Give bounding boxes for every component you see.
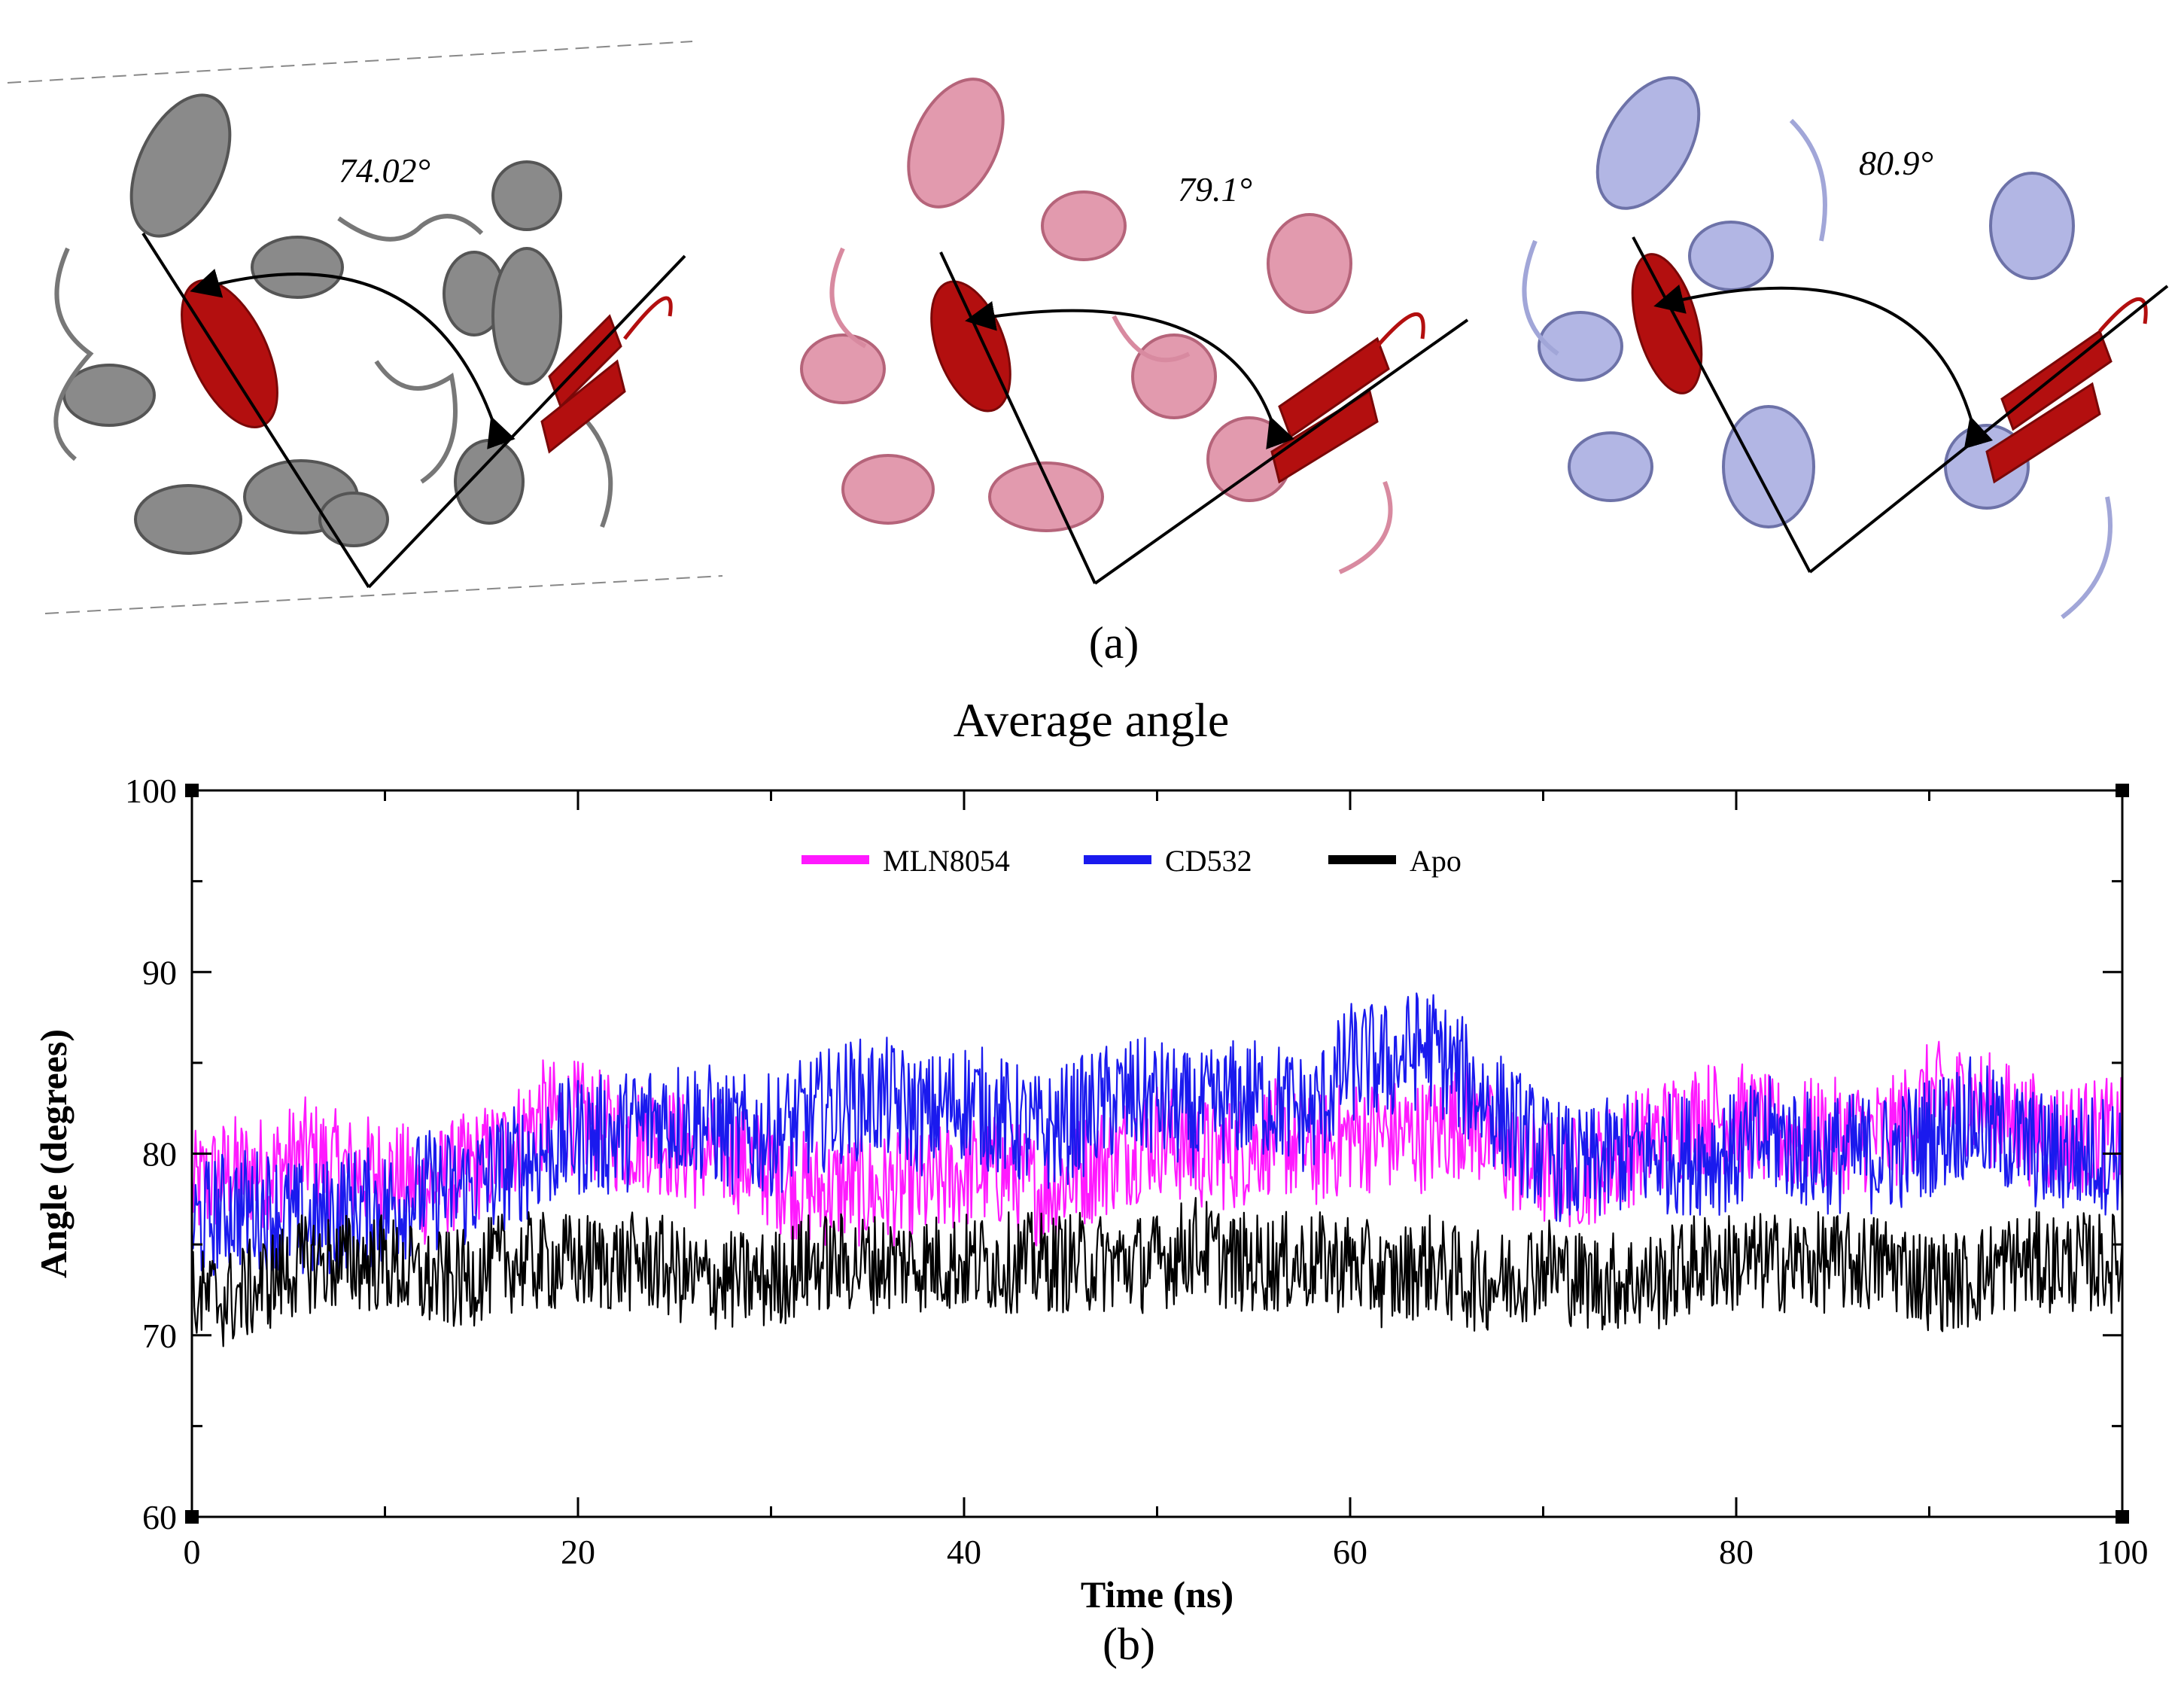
x-tick-label: 40 xyxy=(947,1533,981,1571)
panel-b-caption: (b) xyxy=(1103,1619,1155,1669)
structure-mln8054 xyxy=(800,78,1469,585)
y-tick-label: 100 xyxy=(125,772,177,810)
legend-label-mln8054: MLN8054 xyxy=(883,844,1010,878)
structure-illustrations xyxy=(7,41,2169,620)
angle-label-mln8054: 79.1° xyxy=(1178,170,1252,209)
angle-label-cd532: 80.9° xyxy=(1859,144,1933,182)
chart-title: Average angle xyxy=(953,693,1230,747)
panel-a-structures: 74.02° 79.1° 80.9° (a) xyxy=(0,0,2184,678)
angle-label-apo: 74.02° xyxy=(339,151,430,190)
structure-apo xyxy=(7,41,723,614)
legend-label-cd532: CD532 xyxy=(1165,844,1252,878)
x-tick-label: 0 xyxy=(184,1533,201,1571)
y-tick-label: 60 xyxy=(142,1498,177,1536)
structure-cd532 xyxy=(1522,76,2169,620)
series-line-cd532 xyxy=(190,992,2124,1276)
legend-label-apo: Apo xyxy=(1410,844,1462,878)
y-tick-label: 70 xyxy=(142,1317,177,1355)
x-axis-label: Time (ns) xyxy=(1081,1573,1233,1615)
x-tick-label: 80 xyxy=(1719,1533,1754,1571)
y-tick-label: 80 xyxy=(142,1135,177,1174)
cd532-loops xyxy=(1522,118,2113,620)
x-tick-label: 100 xyxy=(2097,1533,2149,1571)
x-tick-label: 60 xyxy=(1333,1533,1367,1571)
series-line-apo xyxy=(190,1197,2124,1347)
y-tick-label: 90 xyxy=(142,953,177,991)
y-axis-label: Angle (degrees) xyxy=(32,1029,75,1278)
x-tick-label: 20 xyxy=(561,1533,595,1571)
panel-a-caption: (a) xyxy=(1088,618,1139,668)
